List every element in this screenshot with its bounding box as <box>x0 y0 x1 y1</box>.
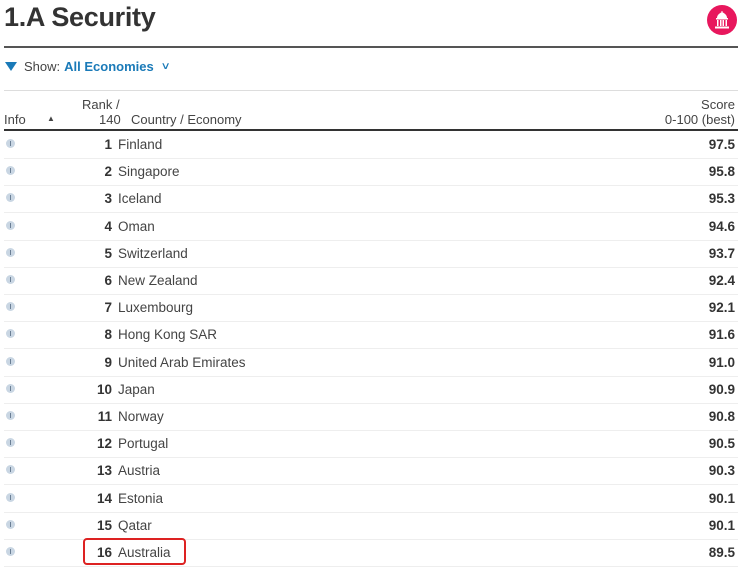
rank-cell: 5 <box>104 245 112 261</box>
country-cell[interactable]: Qatar <box>118 517 152 533</box>
country-cell[interactable]: Japan <box>118 381 155 397</box>
table-row[interactable]: 12 Portugal 90.5 <box>4 430 738 459</box>
country-cell[interactable]: Norway <box>118 409 164 424</box>
rank-cell: 12 <box>96 436 112 452</box>
info-icon[interactable] <box>6 220 15 230</box>
score-cell: 91.6 <box>708 327 735 343</box>
country-cell[interactable]: Austria <box>118 463 161 479</box>
filter-icon <box>5 62 17 71</box>
column-header-score[interactable]: Score <box>701 97 735 112</box>
info-icon[interactable] <box>6 166 15 176</box>
info-icon[interactable] <box>6 383 15 393</box>
table-row[interactable]: 2 Singapore 95.8 <box>4 158 738 187</box>
page-title: 1.A Security <box>4 2 156 32</box>
country-cell[interactable]: Luxembourg <box>118 300 194 316</box>
country-cell[interactable]: Australia <box>118 545 171 560</box>
table-row[interactable]: 8 Hong Kong SAR 91.6 <box>4 321 738 350</box>
title-divider <box>4 46 738 48</box>
sort-ascending-icon[interactable]: ▲ <box>47 114 55 123</box>
score-cell: 92.1 <box>708 300 735 316</box>
score-cell: 95.3 <box>708 191 735 207</box>
table-row[interactable]: 3 Iceland 95.3 <box>4 185 738 214</box>
pillar-building-icon <box>707 5 737 35</box>
score-cell: 90.3 <box>708 463 735 479</box>
highlight-box <box>83 538 186 565</box>
rank-cell: 9 <box>104 354 112 370</box>
country-cell[interactable]: Finland <box>118 137 163 152</box>
rank-cell: 6 <box>104 273 112 288</box>
score-cell: 97.5 <box>708 137 735 152</box>
info-icon[interactable] <box>6 519 15 529</box>
info-icon[interactable] <box>6 329 15 339</box>
country-cell[interactable]: United Arab Emirates <box>118 354 246 370</box>
rank-cell: 8 <box>104 327 112 343</box>
table-row[interactable]: 7 Luxembourg 92.1 <box>4 294 738 323</box>
rank-cell: 1 <box>104 137 112 152</box>
country-cell[interactable]: Switzerland <box>118 245 188 261</box>
chevron-down-icon[interactable]: ∨ <box>160 61 171 72</box>
rank-cell: 13 <box>96 463 112 479</box>
score-cell: 93.7 <box>708 245 735 261</box>
score-cell: 94.6 <box>708 218 735 234</box>
column-header-info[interactable]: Info <box>4 112 26 127</box>
score-cell: 90.8 <box>708 409 735 424</box>
filter-divider <box>4 90 738 91</box>
table-row[interactable]: 4 Oman 94.6 <box>4 213 738 241</box>
table-row[interactable]: 11 Norway 90.8 <box>4 403 738 431</box>
table-row[interactable]: 5 Switzerland 93.7 <box>4 240 738 268</box>
info-icon[interactable] <box>6 356 15 366</box>
score-cell: 91.0 <box>708 354 735 370</box>
rank-cell: 15 <box>96 517 112 533</box>
rank-cell: 16 <box>96 545 112 560</box>
column-header-rank[interactable]: Rank / <box>82 97 120 112</box>
table-row[interactable]: 13 Austria 90.3 <box>4 457 738 486</box>
country-cell[interactable]: Portugal <box>118 436 169 452</box>
table-row[interactable]: 14 Estonia 90.1 <box>4 485 738 513</box>
rank-cell: 2 <box>104 164 112 180</box>
country-cell[interactable]: Iceland <box>118 191 162 207</box>
score-cell: 89.5 <box>708 545 735 560</box>
country-cell[interactable]: Oman <box>118 218 155 234</box>
info-icon[interactable] <box>6 275 15 284</box>
economy-filter[interactable]: Show: All Economies ∨ <box>5 59 171 74</box>
score-cell: 90.5 <box>708 436 735 452</box>
table-row[interactable]: 15 Qatar 90.1 <box>4 512 738 540</box>
table-row[interactable]: 10 Japan 90.9 <box>4 376 738 404</box>
table-row[interactable]: 6 New Zealand 92.4 <box>4 267 738 295</box>
rank-cell: 14 <box>96 490 112 506</box>
country-cell[interactable]: Singapore <box>118 164 180 180</box>
info-icon[interactable] <box>6 302 15 312</box>
score-cell: 92.4 <box>708 273 735 288</box>
column-header-rank-total: 140 <box>99 112 121 127</box>
header-divider <box>4 129 738 131</box>
rank-cell: 7 <box>104 300 112 316</box>
info-icon[interactable] <box>6 139 15 148</box>
info-icon[interactable] <box>6 465 15 475</box>
rank-cell: 11 <box>97 409 112 424</box>
column-header-score-range: 0-100 (best) <box>664 112 735 127</box>
country-cell[interactable]: New Zealand <box>118 273 198 288</box>
table-row[interactable]: 9 United Arab Emirates 91.0 <box>4 349 738 377</box>
rank-cell: 3 <box>104 191 112 207</box>
info-icon[interactable] <box>6 492 15 502</box>
filter-label: Show: <box>24 59 61 74</box>
filter-value[interactable]: All Economies <box>64 59 154 74</box>
info-icon[interactable] <box>6 438 15 448</box>
column-header-country[interactable]: Country / Economy <box>131 112 242 127</box>
score-cell: 90.1 <box>708 517 735 533</box>
score-cell: 95.8 <box>708 164 735 180</box>
country-cell[interactable]: Estonia <box>118 490 164 506</box>
info-icon[interactable] <box>6 247 15 257</box>
score-cell: 90.1 <box>708 490 735 506</box>
info-icon[interactable] <box>6 411 15 420</box>
info-icon[interactable] <box>6 547 15 556</box>
table-row[interactable]: 1 Finland 97.5 <box>4 131 738 159</box>
rank-cell: 10 <box>96 381 112 397</box>
rank-cell: 4 <box>104 218 112 234</box>
country-cell[interactable]: Hong Kong SAR <box>118 327 218 343</box>
info-icon[interactable] <box>6 193 15 203</box>
score-cell: 90.9 <box>708 381 735 397</box>
